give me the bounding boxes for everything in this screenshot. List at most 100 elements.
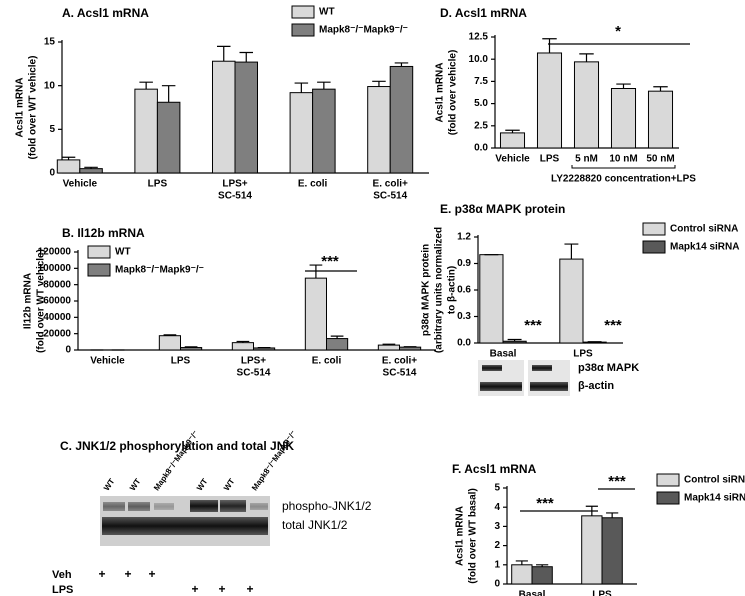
bar: [399, 346, 422, 351]
bar: [158, 335, 182, 351]
x-tick-label: LPS: [540, 154, 560, 165]
y-tick-label: 7.5: [474, 76, 488, 87]
blot-label: p38α MAPK: [578, 362, 639, 374]
x-tick-label: 5 nM: [575, 154, 598, 165]
legend-swatch: [642, 240, 666, 254]
chart-title: F. Acsl1 mRNA: [452, 462, 537, 476]
legend-swatch: [656, 491, 680, 505]
y-tick-label: 4: [494, 502, 500, 513]
y-tick-label: 0.0: [474, 143, 488, 154]
chart-title: E. p38α MAPK protein: [440, 202, 565, 216]
y-tick-label: 10.0: [469, 54, 489, 65]
y-tick-label: 2: [494, 540, 500, 551]
error-bar: [61, 156, 76, 160]
bar: [502, 340, 527, 344]
legend-swatch: [656, 473, 680, 487]
bar: [389, 65, 414, 174]
x-tick-label: E. coli+: [373, 179, 408, 190]
y-tick-label: 0.0: [457, 338, 471, 349]
error-bar: [394, 62, 409, 67]
y-tick-label: 10: [44, 80, 56, 91]
legend-swatch: [642, 222, 666, 236]
legend-label: Mapk14 siRNA: [684, 493, 745, 504]
error-bar: [507, 338, 522, 342]
bar: [581, 515, 603, 585]
jnk-blot: [100, 496, 270, 546]
chart-title: B. Il12b mRNA: [62, 226, 145, 240]
y-tick-label: 0.3: [457, 311, 471, 322]
chart-title: A. Acsl1 mRNA: [62, 6, 149, 20]
x-tick-label: E. coli: [298, 179, 328, 190]
bar: [536, 52, 563, 149]
error-bar: [236, 340, 250, 343]
significance: *: [615, 23, 621, 40]
error-bar: [330, 335, 344, 339]
error-bar: [382, 343, 396, 346]
y-tick-label: 20000: [43, 328, 71, 339]
y-tick-label: 5: [49, 124, 55, 135]
y-axis-label: Il12b mRNA: [23, 273, 34, 329]
error-bar: [184, 346, 198, 348]
y-tick-label: 100000: [38, 263, 72, 274]
y-tick-label: 120000: [38, 247, 72, 258]
treatment-sign: +: [246, 582, 253, 596]
x-tick-label: LPS: [148, 179, 168, 190]
treatment-sign: +: [191, 582, 198, 596]
y-tick-label: 0.9: [457, 258, 471, 269]
error-bar: [505, 129, 520, 133]
y-axis-label: Acsl1 mRNA: [15, 77, 26, 137]
x-tick-label: Vehicle: [63, 179, 98, 190]
bracket: [571, 165, 676, 169]
x-tick-label: LPS: [592, 590, 612, 596]
bar: [253, 347, 276, 351]
bar: [610, 88, 637, 149]
legend-label: Mapk8⁻/⁻Mapk9⁻/⁻: [115, 265, 204, 276]
treatment-sign: +: [124, 567, 131, 581]
y-axis-label: Acsl1 mRNA: [455, 506, 466, 566]
y-axis-label: (fold over WT vehicle): [28, 56, 39, 160]
bar: [289, 92, 314, 174]
bar: [479, 254, 504, 344]
bar: [134, 88, 158, 174]
significance: ***: [608, 473, 626, 490]
error-bar: [294, 82, 309, 93]
legend-label: Control siRNA: [670, 224, 738, 235]
y-tick-label: 60000: [43, 296, 71, 307]
blot-label: β-actin: [578, 380, 614, 392]
bar: [531, 566, 553, 585]
bar: [499, 132, 526, 149]
y-axis-label: to β-actin): [447, 266, 458, 314]
x-tick-label: SC-514: [237, 368, 271, 379]
y-tick-label: 0: [65, 345, 71, 356]
bar: [559, 258, 584, 344]
legend-label: WT: [115, 247, 131, 258]
y-tick-label: 5.0: [474, 98, 488, 109]
y-axis-label: p38α MAPK protein: [421, 244, 432, 336]
error-bar: [542, 38, 557, 53]
bar: [511, 564, 533, 585]
x-tick-label: LPS: [171, 356, 191, 367]
x-axis-label: LY2228820 concentration+LPS: [551, 174, 696, 185]
bar: [156, 101, 181, 174]
y-tick-label: 80000: [43, 279, 71, 290]
y-axis-label: (fold over WT vehicle): [36, 249, 47, 353]
treatment-sign: +: [218, 582, 225, 596]
x-tick-label: SC-514: [373, 191, 407, 202]
bar: [573, 61, 600, 149]
x-tick-label: LPS+: [241, 356, 266, 367]
lane-label: WT: [222, 477, 237, 492]
y-axis-label: Acsl1 mRNA: [435, 62, 446, 122]
bar: [601, 517, 623, 585]
y-tick-label: 1.2: [457, 232, 471, 243]
significance: ***: [536, 495, 554, 512]
p38-blot: [478, 360, 570, 396]
y-axis-label: (arbitrary units normalized: [434, 227, 445, 353]
y-axis-label: (fold over WT basal): [468, 488, 479, 584]
legend-label: Mapk8⁻/⁻Mapk9⁻/⁻: [319, 25, 408, 36]
x-tick-label: E. coli+: [382, 356, 417, 367]
error-bar: [161, 85, 176, 103]
error-bar: [653, 86, 668, 92]
bar: [79, 168, 103, 174]
legend-label: WT: [319, 7, 335, 18]
x-tick-label: 10 nM: [609, 154, 637, 165]
